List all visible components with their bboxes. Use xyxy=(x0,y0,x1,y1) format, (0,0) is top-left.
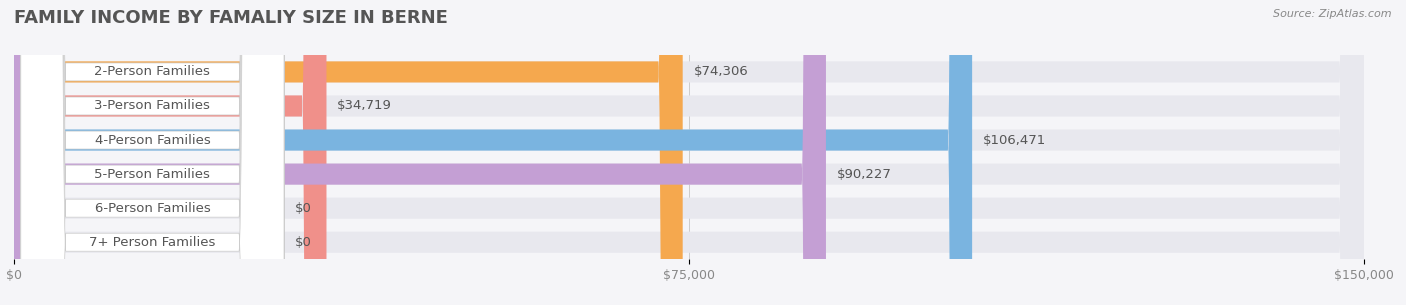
FancyBboxPatch shape xyxy=(14,0,1364,305)
Text: $90,227: $90,227 xyxy=(837,168,891,181)
Text: 5-Person Families: 5-Person Families xyxy=(94,168,211,181)
FancyBboxPatch shape xyxy=(14,0,972,305)
Text: $34,719: $34,719 xyxy=(337,99,392,113)
FancyBboxPatch shape xyxy=(14,0,683,305)
FancyBboxPatch shape xyxy=(14,0,1364,305)
Text: 2-Person Families: 2-Person Families xyxy=(94,66,211,78)
FancyBboxPatch shape xyxy=(14,0,825,305)
Text: FAMILY INCOME BY FAMALIY SIZE IN BERNE: FAMILY INCOME BY FAMALIY SIZE IN BERNE xyxy=(14,9,449,27)
FancyBboxPatch shape xyxy=(21,0,284,305)
FancyBboxPatch shape xyxy=(21,0,284,305)
Text: 7+ Person Families: 7+ Person Families xyxy=(89,236,215,249)
FancyBboxPatch shape xyxy=(21,0,284,305)
Text: $0: $0 xyxy=(295,236,312,249)
FancyBboxPatch shape xyxy=(21,0,284,305)
Text: $0: $0 xyxy=(295,202,312,215)
Text: 6-Person Families: 6-Person Families xyxy=(94,202,211,215)
Text: $74,306: $74,306 xyxy=(693,66,748,78)
FancyBboxPatch shape xyxy=(14,0,326,305)
Text: Source: ZipAtlas.com: Source: ZipAtlas.com xyxy=(1274,9,1392,19)
Text: 3-Person Families: 3-Person Families xyxy=(94,99,211,113)
FancyBboxPatch shape xyxy=(14,0,1364,305)
FancyBboxPatch shape xyxy=(14,0,1364,305)
FancyBboxPatch shape xyxy=(14,0,1364,305)
FancyBboxPatch shape xyxy=(21,0,284,305)
FancyBboxPatch shape xyxy=(21,0,284,305)
Text: $106,471: $106,471 xyxy=(983,134,1046,146)
Text: 4-Person Families: 4-Person Families xyxy=(94,134,211,146)
FancyBboxPatch shape xyxy=(14,0,1364,305)
